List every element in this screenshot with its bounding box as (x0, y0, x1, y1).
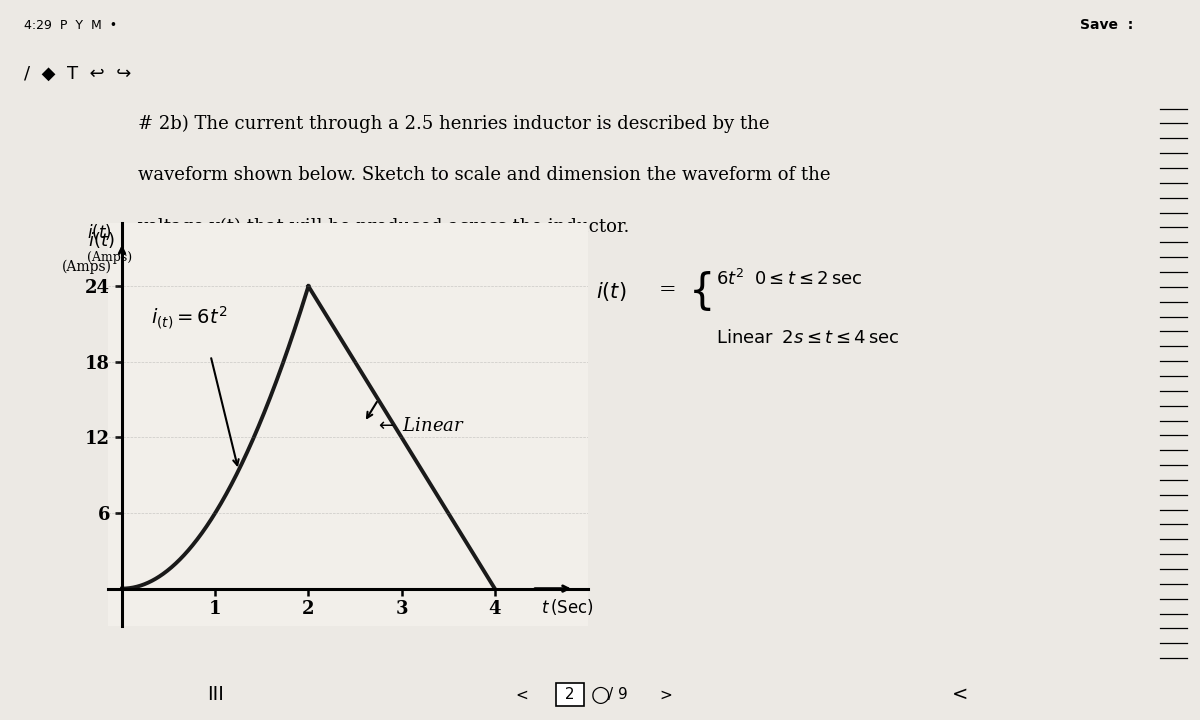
Text: voltage v(t) that will be produced across the inductor.: voltage v(t) that will be produced acros… (138, 217, 630, 235)
Text: (Amps): (Amps) (61, 260, 112, 274)
Text: /  ◆  T  ↩  ↪: / ◆ T ↩ ↪ (24, 65, 131, 83)
Text: $i(t)$: $i(t)$ (86, 222, 112, 243)
Text: $t\,(\mathrm{Sec})$: $t\,(\mathrm{Sec})$ (541, 597, 594, 616)
Text: (Amps): (Amps) (86, 251, 132, 264)
Text: $i_{(t)}=6t^2$: $i_{(t)}=6t^2$ (151, 305, 227, 331)
Text: Save  :: Save : (1080, 18, 1133, 32)
Text: >: > (660, 688, 672, 702)
Text: <: < (516, 688, 528, 702)
Text: $i(t)$: $i(t)$ (596, 280, 626, 303)
Text: # 2b) The current through a 2.5 henries inductor is described by the: # 2b) The current through a 2.5 henries … (138, 114, 769, 132)
Text: $\{$: $\{$ (688, 269, 710, 313)
Text: / 9: / 9 (608, 688, 628, 702)
Text: ○: ○ (590, 685, 610, 705)
Text: $i(t)$: $i(t)$ (89, 230, 115, 250)
Text: $\mathrm{Linear} \;\; 2s \leq t \leq 4\,\mathrm{sec}$: $\mathrm{Linear} \;\; 2s \leq t \leq 4\,… (716, 329, 900, 347)
Text: <: < (952, 685, 968, 704)
Text: 2: 2 (560, 688, 580, 702)
Text: $6t^2 \;\; 0 \leq t \leq 2\,\mathrm{sec}$: $6t^2 \;\; 0 \leq t \leq 2\,\mathrm{sec}… (716, 269, 863, 289)
Text: III: III (208, 685, 224, 704)
Text: 4:29  P  Y  M  •: 4:29 P Y M • (24, 19, 118, 32)
Text: =: = (659, 280, 677, 300)
Text: waveform shown below. Sketch to scale and dimension the waveform of the: waveform shown below. Sketch to scale an… (138, 166, 830, 184)
Text: $\leftarrow$ Linear: $\leftarrow$ Linear (376, 417, 466, 435)
